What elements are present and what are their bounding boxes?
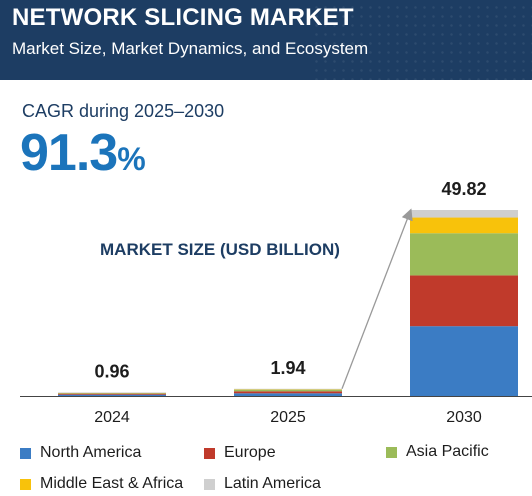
bar-segment-2024-europe [58, 393, 166, 395]
bar-segment-2030-middle-east-africa [410, 217, 518, 234]
bar-segment-2025-north-america [234, 393, 342, 396]
legend-item-asia-pacific: Asia Pacific [386, 443, 489, 461]
legend-label: Europe [224, 444, 276, 461]
legend-item-latin-america: Latin America [204, 475, 321, 493]
bar-segment-2025-europe [234, 391, 342, 394]
page-title: NETWORK SLICING MARKET [12, 4, 354, 31]
x-tick-label-2025: 2025 [270, 409, 306, 426]
legend-swatch [204, 478, 215, 490]
total-label-2030: 49.82 [441, 179, 486, 199]
legend-item-middle-east-africa: Middle East & Africa [20, 475, 183, 493]
cagr-label: CAGR during 2025–2030 [22, 101, 225, 121]
bar-segment-2025-latin-america [234, 388, 342, 390]
bar-segment-2024-latin-america [58, 392, 166, 394]
bar-segment-2024-asia-pacific [58, 392, 166, 394]
legend-item-north-america: North America [20, 444, 141, 462]
legend-label: Middle East & Africa [40, 475, 184, 492]
header-banner: NETWORK SLICING MARKET Market Size, Mark… [0, 0, 532, 80]
legend-label: Asia Pacific [406, 443, 489, 460]
cagr-unit: % [117, 141, 146, 177]
page-subtitle: Market Size, Market Dynamics, and Ecosys… [12, 39, 369, 58]
legend-label: Latin America [224, 475, 321, 492]
growth-arrow [341, 208, 413, 389]
legend-swatch [20, 447, 31, 459]
total-label-2024: 0.96 [94, 361, 129, 381]
chart-title: MARKET SIZE (USD BILLION) [100, 240, 340, 259]
cagr-number: 91.3 [20, 124, 118, 182]
legend-swatch [386, 446, 397, 458]
stacked-bar-chart: 0.96 2024 1.94 2025 49.82 2030 [20, 179, 532, 426]
bar-segment-2030-north-america [410, 326, 518, 396]
bar-segment-2030-europe [410, 275, 518, 327]
legend-swatch [20, 478, 31, 490]
bar-segment-2030-latin-america [410, 210, 518, 218]
chart-legend: North America Europe Asia Pacific Middle Ea… [0, 440, 532, 496]
x-tick-label-2030: 2030 [446, 409, 482, 426]
total-label-2025: 1.94 [270, 358, 305, 378]
legend-label: North America [40, 444, 142, 461]
bar-segment-2025-asia-pacific [234, 389, 342, 392]
bar-segment-2030-asia-pacific [410, 233, 518, 276]
x-tick-label-2024: 2024 [94, 409, 130, 426]
legend-item-europe: Europe [204, 444, 276, 462]
cagr-value: 91.3% [20, 123, 146, 183]
bar-segment-2024-north-america [58, 394, 166, 396]
legend-swatch [204, 447, 215, 459]
